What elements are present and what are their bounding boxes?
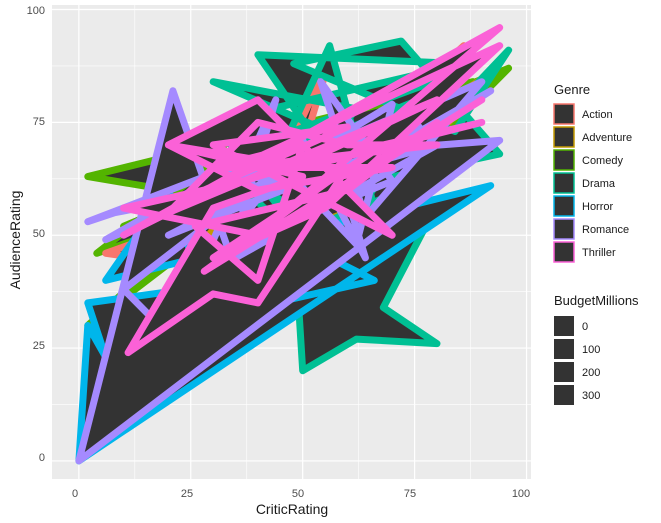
legend-label-thriller: Thriller [582, 247, 616, 259]
legend-key-comedy [553, 149, 575, 171]
legend-label-horror: Horror [582, 201, 614, 213]
y-tick-labels: 0 25 50 75 100 [27, 5, 45, 464]
legend-key-thriller [553, 241, 575, 263]
legend-label-drama: Drama [582, 178, 616, 190]
x-tick-label: 0 [72, 488, 78, 500]
legend-label-budget-300: 300 [582, 390, 600, 402]
legend-key-action [553, 103, 575, 125]
legend-label-romance: Romance [582, 224, 629, 236]
y-tick-label: 50 [33, 228, 45, 240]
y-tick-label: 75 [33, 116, 45, 128]
legend-key-adventure [553, 126, 575, 148]
series-layer [75, 24, 513, 465]
x-tick-label: 50 [292, 488, 304, 500]
y-axis-title: AudienceRating [7, 191, 23, 290]
legend-key-budget-100 [554, 339, 574, 359]
legend-label-budget-200: 200 [582, 367, 600, 379]
legend-budget: BudgetMillions 0 100 200 300 [554, 293, 639, 405]
legend-genre: Genre Action Adventure Comedy Drama Horr… [553, 82, 632, 263]
legend-key-romance [553, 218, 575, 240]
legend-key-budget-0 [554, 316, 574, 336]
series-thriller [120, 24, 504, 357]
legend-key-budget-300 [554, 385, 574, 405]
x-tick-label: 75 [404, 488, 416, 500]
x-tick-label: 25 [181, 488, 193, 500]
y-tick-label: 25 [33, 340, 45, 352]
legend-budget-title: BudgetMillions [554, 293, 639, 308]
x-axis-title: CriticRating [256, 501, 328, 517]
legend-label-adventure: Adventure [582, 132, 632, 144]
legend-genre-title: Genre [554, 82, 590, 97]
y-tick-label: 0 [39, 452, 45, 464]
legend-key-drama [553, 172, 575, 194]
legend-label-budget-100: 100 [582, 344, 600, 356]
legend-label-budget-0: 0 [582, 321, 588, 333]
x-tick-label: 100 [512, 488, 530, 500]
legend-label-comedy: Comedy [582, 155, 623, 167]
legend-key-horror [553, 195, 575, 217]
x-tick-labels: 0 25 50 75 100 [72, 488, 530, 500]
legend-label-action: Action [582, 109, 613, 121]
legend-key-budget-200 [554, 362, 574, 382]
y-tick-label: 100 [27, 5, 45, 17]
